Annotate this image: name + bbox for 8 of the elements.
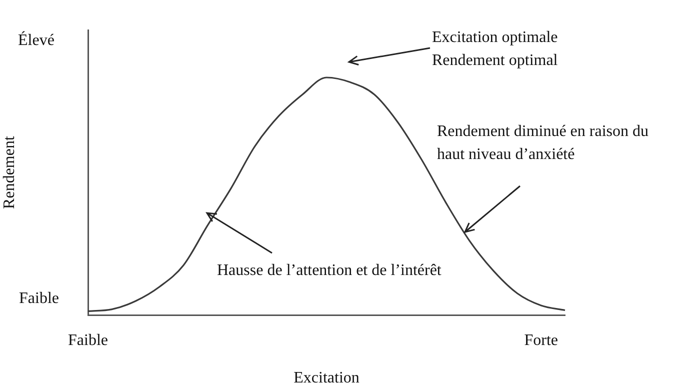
annotation: Rendement diminué en raison du haut niveau d’anxiété	[437, 122, 650, 165]
text: Excitation optimale Rendement optimal	[432, 28, 559, 71]
text: Faible	[19, 289, 60, 309]
x-tick-label: Forte	[524, 332, 558, 349]
text: Élevé	[18, 30, 56, 51]
annotation: Hausse de l’attention et de l’intérêt	[217, 261, 442, 281]
y-axis-title: Rendement	[0, 136, 18, 209]
x-axis-title: Excitation	[294, 370, 360, 387]
